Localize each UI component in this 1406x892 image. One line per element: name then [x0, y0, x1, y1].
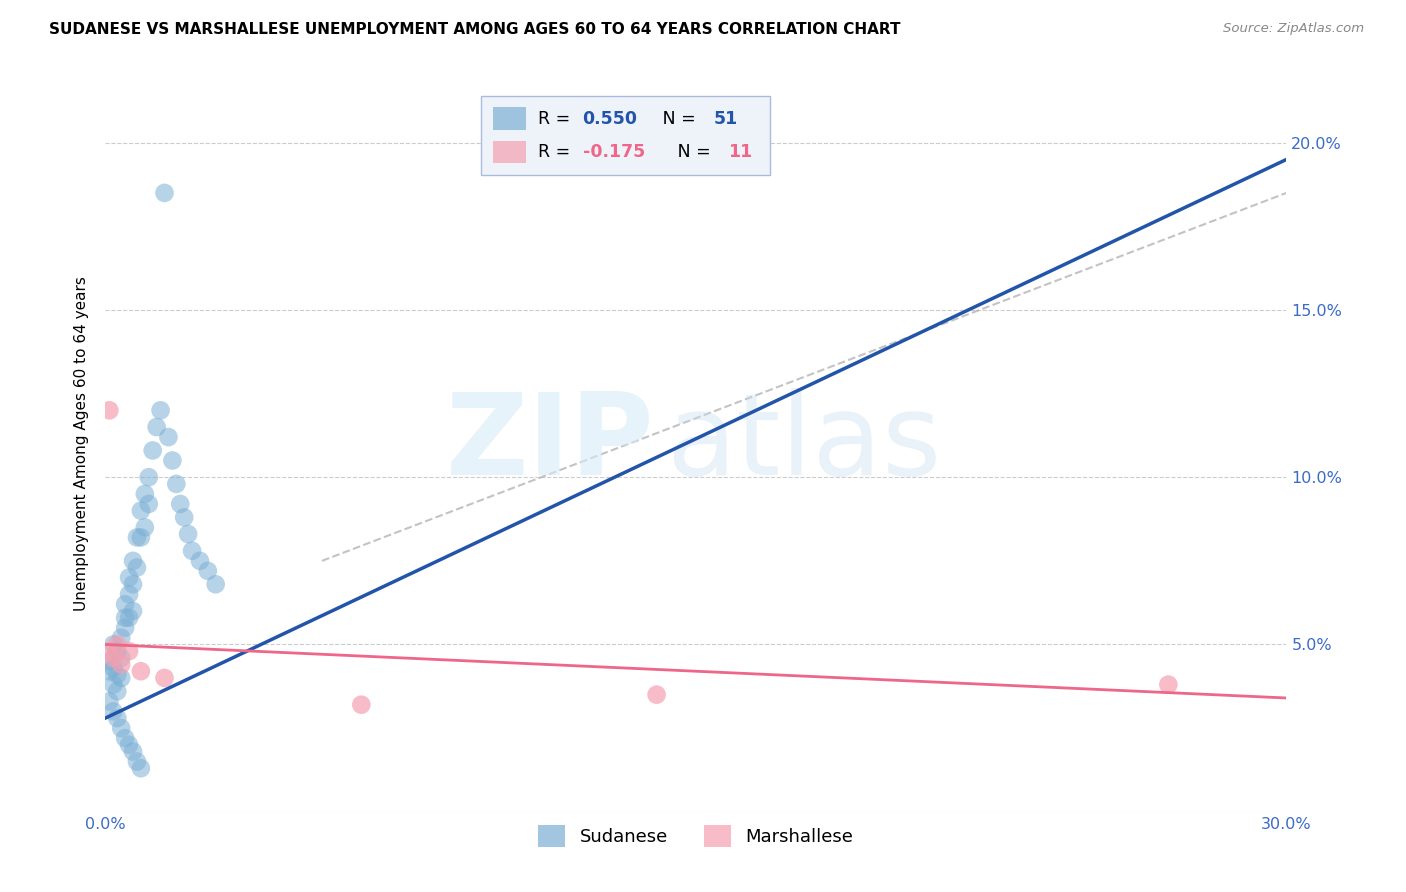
Point — [129, 503, 152, 517]
Point — [110, 651, 132, 665]
Point — [157, 430, 180, 444]
Point — [103, 705, 125, 719]
Point — [114, 621, 136, 635]
Text: 0.550: 0.550 — [582, 110, 637, 128]
Point — [114, 610, 136, 624]
Text: R =: R = — [537, 110, 575, 128]
Point — [105, 637, 128, 651]
Point — [105, 667, 128, 681]
Point — [125, 560, 148, 574]
Text: R =: R = — [537, 144, 575, 161]
Point — [129, 761, 152, 775]
Text: N =: N = — [647, 110, 702, 128]
Point — [98, 403, 121, 417]
Point — [129, 664, 152, 678]
Point — [122, 554, 145, 568]
Text: -0.175: -0.175 — [582, 144, 645, 161]
Point — [103, 661, 125, 675]
Text: N =: N = — [661, 144, 716, 161]
Point — [204, 577, 226, 591]
Point — [645, 688, 668, 702]
Point — [129, 530, 152, 544]
Point — [122, 577, 145, 591]
Point — [165, 476, 187, 491]
Point — [145, 420, 167, 434]
Point — [181, 543, 204, 558]
FancyBboxPatch shape — [494, 141, 526, 163]
Point — [105, 644, 128, 658]
Point — [103, 678, 125, 692]
Point — [118, 644, 141, 658]
Text: SUDANESE VS MARSHALLESE UNEMPLOYMENT AMONG AGES 60 TO 64 YEARS CORRELATION CHART: SUDANESE VS MARSHALLESE UNEMPLOYMENT AMO… — [49, 22, 901, 37]
Legend: Sudanese, Marshallese: Sudanese, Marshallese — [531, 818, 860, 855]
Point — [98, 664, 121, 678]
Y-axis label: Unemployment Among Ages 60 to 64 years: Unemployment Among Ages 60 to 64 years — [75, 277, 90, 611]
Point — [114, 731, 136, 746]
Point — [98, 644, 121, 658]
Text: 51: 51 — [714, 110, 738, 128]
Point — [122, 604, 145, 618]
Point — [162, 453, 184, 467]
Point — [125, 755, 148, 769]
Point — [105, 684, 128, 698]
Point — [188, 554, 211, 568]
Point — [173, 510, 195, 524]
Point — [114, 598, 136, 612]
Point — [110, 721, 132, 735]
Point — [134, 520, 156, 534]
Point — [103, 637, 125, 651]
Point — [197, 564, 219, 578]
Point — [350, 698, 373, 712]
Point — [169, 497, 191, 511]
Point — [110, 671, 132, 685]
Text: atlas: atlas — [666, 388, 942, 500]
Point — [98, 694, 121, 708]
Point — [110, 631, 132, 645]
FancyBboxPatch shape — [494, 107, 526, 129]
Point — [118, 587, 141, 601]
Point — [110, 657, 132, 672]
Point — [1157, 678, 1180, 692]
Point — [118, 610, 141, 624]
Point — [122, 744, 145, 758]
Point — [134, 487, 156, 501]
Text: 11: 11 — [728, 144, 752, 161]
Point — [138, 470, 160, 484]
Point — [153, 186, 176, 200]
Point — [98, 654, 121, 668]
Point — [118, 571, 141, 585]
Point — [125, 530, 148, 544]
Point — [118, 738, 141, 752]
Point — [142, 443, 165, 458]
Point — [177, 527, 200, 541]
Point — [149, 403, 172, 417]
FancyBboxPatch shape — [481, 95, 770, 175]
Text: Source: ZipAtlas.com: Source: ZipAtlas.com — [1223, 22, 1364, 36]
Point — [153, 671, 176, 685]
Text: ZIP: ZIP — [446, 388, 655, 500]
Point — [138, 497, 160, 511]
Point — [105, 711, 128, 725]
Point — [103, 651, 125, 665]
